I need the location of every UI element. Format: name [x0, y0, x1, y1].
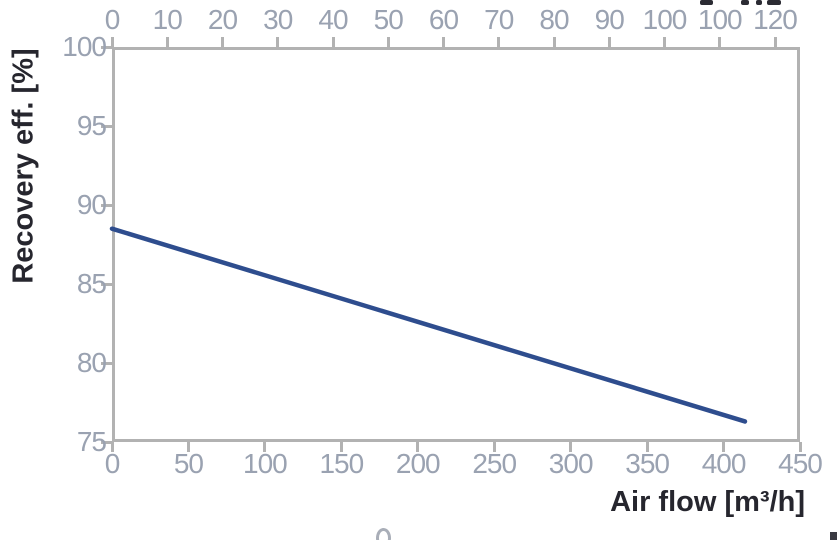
- x-axis-top-tick-label: 0: [104, 4, 121, 35]
- y-axis-tick-label: 75: [76, 426, 107, 457]
- x-axis-bottom-tick-label: 100: [243, 448, 288, 479]
- x-axis-bottom-tick-label: 0: [104, 448, 121, 479]
- x-axis-title: Air flow [m³/h]: [610, 486, 805, 518]
- x-axis-top-tick-label: 90: [594, 4, 625, 35]
- x-axis-top-tick-label: 60: [428, 4, 459, 35]
- x-axis-top-tick: [386, 37, 390, 47]
- x-axis-top-tick-label: 50: [373, 4, 404, 35]
- x-axis-top-tick-label: 100: [642, 4, 688, 35]
- x-axis-top-tick-label: 120: [753, 4, 798, 35]
- x-axis-bottom-tick: [492, 442, 496, 452]
- x-axis-bottom-tick-label: 300: [548, 448, 594, 479]
- x-axis-bottom-tick-label: 200: [395, 448, 441, 479]
- recovery-efficiency-line: [109, 226, 748, 424]
- cutoff-mark: [756, 0, 762, 5]
- x-axis-top-tick: [110, 37, 114, 47]
- x-axis-top-tick: [276, 37, 280, 47]
- x-axis-top-tick: [663, 37, 666, 47]
- y-axis-tick-label: 80: [76, 347, 107, 378]
- x-axis-bottom-tick-label: 350: [625, 448, 670, 479]
- cutoff-mark: [741, 0, 749, 5]
- x-axis-bottom-tick-label: 250: [472, 448, 517, 479]
- x-axis-top-tick: [221, 37, 224, 47]
- y-axis-tick: [101, 361, 112, 365]
- y-axis-title: Recovery eff. [%]: [7, 48, 40, 284]
- cutoff-mark: [767, 0, 781, 5]
- x-axis-top-tick: [552, 37, 556, 47]
- x-axis-bottom-tick: [186, 442, 190, 452]
- x-axis-top-tick-label: 10: [152, 4, 183, 35]
- x-axis-top-tick-label: 80: [539, 4, 569, 35]
- x-axis-top-tick: [773, 37, 777, 47]
- x-axis-top-tick: [442, 37, 445, 47]
- x-axis-bottom-tick: [339, 442, 343, 452]
- y-axis-tick-label: 95: [76, 110, 107, 141]
- x-axis-top-tick: [497, 37, 501, 47]
- plot-frame: [112, 47, 800, 442]
- y-axis-tick-label: 85: [76, 268, 107, 299]
- y-axis-tick: [101, 440, 112, 444]
- x-axis-bottom-tick: [569, 442, 573, 452]
- x-axis-bottom-tick-label: 450: [778, 448, 823, 479]
- x-axis-top-tick-label: 20: [207, 4, 238, 35]
- x-axis-top-tick-label: 70: [484, 4, 514, 35]
- x-axis-bottom-tick-label: 50: [173, 448, 204, 479]
- x-axis-top-tick-label: 100: [697, 4, 743, 35]
- y-axis-tick: [101, 124, 112, 128]
- cutoff-mark: [700, 0, 713, 5]
- x-axis-bottom-tick: [263, 442, 267, 452]
- x-axis-bottom-tick-label: 150: [319, 448, 364, 479]
- x-axis-top-tick: [607, 37, 611, 47]
- x-axis-top-tick-label: 30: [263, 4, 293, 35]
- x-axis-bottom-tick: [110, 442, 114, 452]
- y-axis-tick-label: 90: [76, 189, 107, 220]
- cutoff-glyph-artifact-bottom-center: [376, 528, 391, 540]
- y-axis-tick: [101, 282, 112, 286]
- x-axis-top-tick-label: 40: [318, 4, 348, 35]
- x-axis-bottom-tick: [798, 442, 802, 452]
- x-axis-bottom-tick: [645, 442, 649, 452]
- y-axis-tick: [101, 45, 112, 49]
- x-axis-bottom-tick-label: 400: [701, 448, 747, 479]
- y-axis-tick: [101, 203, 112, 207]
- x-axis-top-tick: [718, 37, 722, 47]
- cutoff-glyph-artifact-bottom-right: [830, 532, 837, 540]
- x-axis-bottom-tick: [416, 442, 420, 452]
- y-axis-tick-label: 100: [62, 31, 107, 62]
- x-axis-bottom-tick: [722, 442, 726, 452]
- x-axis-top-tick: [331, 37, 335, 47]
- x-axis-top-tick: [165, 37, 169, 47]
